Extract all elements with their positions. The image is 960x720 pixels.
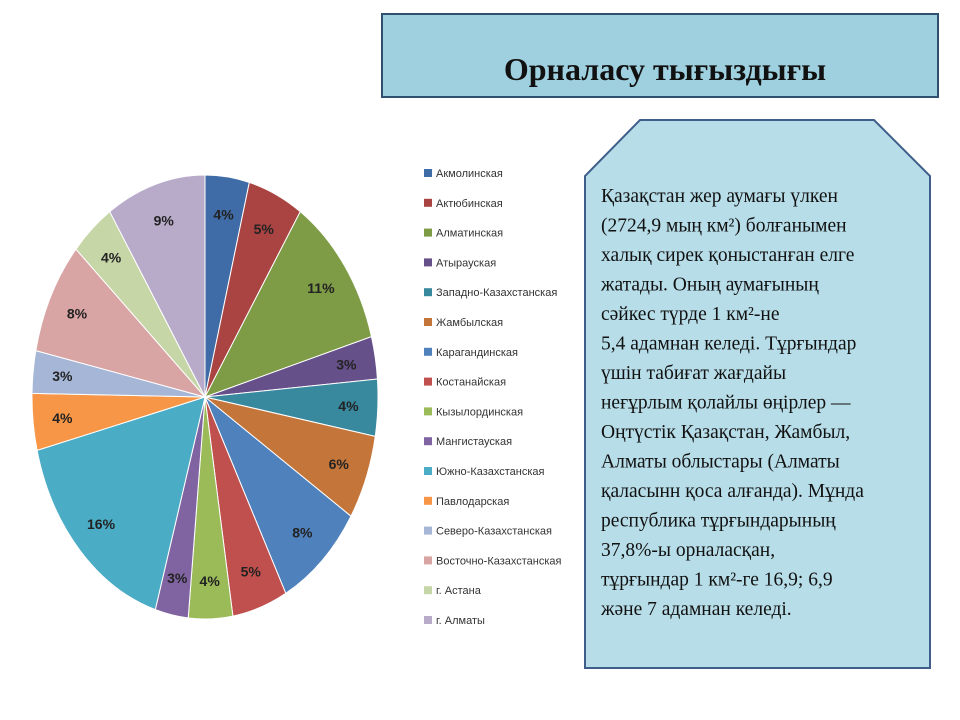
pie-slice xyxy=(36,396,206,611)
data-label: 9% xyxy=(154,213,175,229)
text-line: Алматы облыстары (Алматы xyxy=(601,452,840,473)
legend-swatch xyxy=(424,169,432,177)
data-label: 8% xyxy=(292,524,313,540)
data-label: 8% xyxy=(67,306,88,322)
legend-label: Южно-Казахстанская xyxy=(436,466,545,478)
legend-swatch xyxy=(424,228,432,237)
text-line: үшін табиғат жағдайы xyxy=(601,363,786,384)
legend-swatch xyxy=(424,258,432,267)
text-line: (2724,9 мың км²) болғанымен xyxy=(601,216,847,237)
title-box xyxy=(381,13,939,98)
legend-label: Карагандинская xyxy=(436,347,518,359)
text-line: Қазақстан жер аумағы үлкен xyxy=(601,186,838,207)
data-label: 16% xyxy=(87,516,116,532)
legend-swatch xyxy=(424,288,432,297)
legend-swatch xyxy=(424,556,432,565)
legend: Акмолинская Актюбинская Алматинская Атыраус… xyxy=(424,168,562,627)
text-line: 37,8%-ы орналасқан, xyxy=(601,540,775,561)
data-label: 6% xyxy=(329,456,350,472)
legend-swatch xyxy=(424,318,432,326)
text-line: неғұрлым қолайлы өңірлер — xyxy=(601,393,851,414)
data-label: 3% xyxy=(52,368,73,384)
legend-label: Алматинская xyxy=(436,228,503,240)
data-label: 3% xyxy=(167,570,188,586)
legend-swatch xyxy=(424,616,432,624)
pie-slice xyxy=(35,248,207,398)
legend-label: Павлодарская xyxy=(436,496,509,508)
legend-label: Восточно-Казахстанская xyxy=(436,555,562,567)
legend-label: Северо-Казахстанская xyxy=(436,526,552,538)
legend-swatch xyxy=(424,526,432,535)
data-label: 5% xyxy=(241,564,262,580)
data-label: 11% xyxy=(307,280,335,296)
slide-title: Орналасу тығыздығы xyxy=(504,51,826,87)
legend-label: Жамбылская xyxy=(436,317,503,329)
text-line: сәйкес түрде 1 км²-не xyxy=(601,304,780,325)
text-line: 5,4 адамнан келеді. Тұрғындар xyxy=(601,334,856,355)
legend-swatch xyxy=(424,467,432,475)
text-line: республика тұрғындарының xyxy=(601,511,836,532)
data-label: 4% xyxy=(52,410,73,426)
legend-label: Кызылординская xyxy=(436,406,523,418)
text-line: тұрғындар 1 км²-ге 16,9; 6,9 xyxy=(601,570,833,591)
data-label: 4% xyxy=(338,398,359,414)
data-label: 4% xyxy=(213,206,234,222)
legend-label: Актюбинская xyxy=(436,198,503,210)
data-label: 4% xyxy=(200,573,221,589)
legend-label: Мангистауская xyxy=(436,436,512,448)
data-label: 4% xyxy=(101,250,122,266)
pie-chart: 4% 5% 11% 3% 4% 6% 8% 5% 4% 3% 16% 4% 3% 8% 4% 9% xyxy=(31,174,379,620)
legend-label: Атырауская xyxy=(436,257,496,269)
legend-swatch xyxy=(424,407,432,416)
pie-slice xyxy=(109,174,206,398)
text-line: қаласынн қоса алғанда). Мұнда xyxy=(601,481,864,502)
legend-swatch xyxy=(424,437,432,446)
pie-slice xyxy=(203,210,373,398)
text-line: және 7 адамнан келеді. xyxy=(600,599,792,620)
text-lines: Қазақстан жер аумағы үлкен (2724,9 мың км… xyxy=(600,186,864,620)
legend-swatch xyxy=(424,347,432,356)
legend-label: г. Алматы xyxy=(436,615,485,627)
text-line: халық сирек қоныстанған елге xyxy=(601,245,854,266)
text-box xyxy=(584,119,931,669)
pie-slice xyxy=(204,396,352,595)
text-line: жатады. Оның аумағының xyxy=(600,275,819,296)
legend-label: Акмолинская xyxy=(436,168,503,180)
legend-swatch xyxy=(424,496,432,505)
legend-label: Костанайская xyxy=(436,377,506,389)
legend-label: Западно-Казахстанская xyxy=(436,287,557,299)
legend-swatch xyxy=(424,377,432,386)
legend-swatch xyxy=(424,198,432,207)
legend-swatch xyxy=(424,586,432,595)
data-label: 3% xyxy=(336,356,357,372)
text-line: Оңтүстік Қазақстан, Жамбыл, xyxy=(601,422,850,443)
legend-label: г. Астана xyxy=(436,585,482,597)
data-label: 5% xyxy=(254,221,275,237)
